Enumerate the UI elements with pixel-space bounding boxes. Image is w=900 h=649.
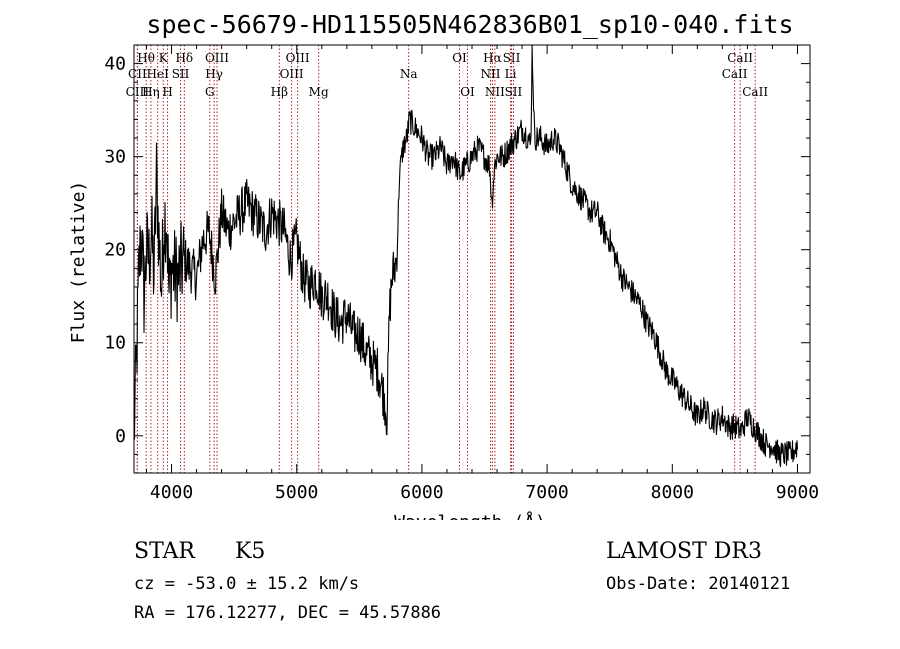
x-tick-label: 8000 — [651, 482, 694, 503]
x-tick-label: 5000 — [275, 482, 318, 503]
line-marker-label: CaII — [727, 51, 753, 65]
line-marker-label: Hβ — [271, 85, 288, 99]
line-marker-label: H — [162, 85, 172, 99]
line-marker-label: CIII — [126, 85, 150, 99]
class-label: STAR — [134, 539, 195, 564]
y-tick-label: 20 — [104, 240, 126, 261]
x-axis-label: Wavelength (Å) — [394, 511, 546, 520]
line-marker-label: SII — [172, 67, 190, 81]
line-marker-label: SII — [505, 85, 523, 99]
y-tick-label: 40 — [104, 54, 126, 75]
subclass-label: K5 — [235, 539, 266, 564]
chart-title: spec-56679-HD115505N462836B01_sp10-040.f… — [146, 10, 793, 39]
line-marker-label: NII — [481, 67, 501, 81]
line-marker-label: SII — [503, 51, 521, 65]
survey-label: LAMOST DR3 — [606, 539, 762, 564]
line-marker-label: OIII — [205, 51, 229, 65]
obs-date-text: Obs-Date: 20140121 — [606, 574, 791, 594]
line-marker-label: NII — [485, 85, 505, 99]
line-marker-label: OIII — [286, 51, 310, 65]
line-marker-label: Na — [400, 67, 418, 81]
spectrum-chart: spec-56679-HD115505N462836B01_sp10-040.f… — [68, 10, 819, 520]
line-marker-label: Hδ — [175, 51, 193, 65]
line-marker-label: CaII — [722, 67, 748, 81]
spectrum-line — [133, 44, 799, 468]
line-marker-label: G — [205, 85, 215, 99]
y-axis-label: Flux (relative) — [68, 181, 89, 344]
line-marker-label: Li — [505, 67, 517, 81]
line-marker-label: Hη — [142, 85, 160, 99]
line-marker-label: Hγ — [205, 67, 223, 81]
line-marker-label: Hθ — [137, 51, 155, 65]
line-marker-label: HeI — [147, 67, 170, 81]
y-tick-label: 0 — [115, 426, 126, 447]
line-marker-label: OI — [452, 51, 467, 65]
line-marker-label: CaII — [742, 85, 768, 99]
line-marker-label: K — [159, 51, 169, 65]
x-tick-label: 6000 — [400, 482, 443, 503]
x-tick-label: 7000 — [525, 482, 568, 503]
line-marker-label: OIII — [280, 67, 304, 81]
coordinates-text: RA = 176.12277, DEC = 45.57886 — [134, 603, 442, 623]
y-tick-label: 10 — [104, 333, 126, 354]
x-tick-label: 9000 — [776, 482, 819, 503]
line-marker-label: Hα — [483, 51, 502, 65]
object-class: STAR K5 — [134, 539, 265, 564]
line-marker-label: OI — [460, 85, 475, 99]
redshift-text: cz = -53.0 ± 15.2 km/s — [134, 574, 360, 594]
y-tick-label: 30 — [104, 147, 126, 168]
x-tick-label: 4000 — [150, 482, 193, 503]
line-marker-label: Mg — [309, 85, 329, 99]
